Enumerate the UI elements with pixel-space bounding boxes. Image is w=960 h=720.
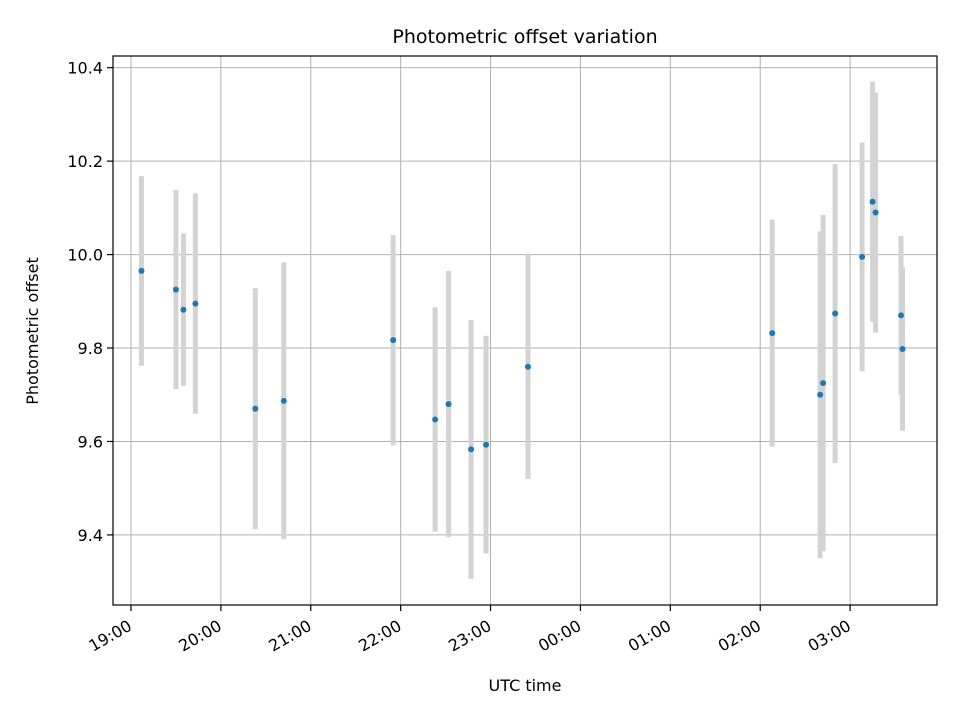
y-tick-label: 9.6 xyxy=(78,432,103,451)
data-point xyxy=(432,416,439,423)
data-point xyxy=(280,397,287,404)
data-point xyxy=(899,345,906,352)
y-tick-label: 10.0 xyxy=(67,246,103,265)
data-point xyxy=(872,209,879,216)
grid xyxy=(113,56,937,605)
data-point xyxy=(390,337,397,344)
y-tick-label: 9.8 xyxy=(78,339,103,358)
data-point xyxy=(898,312,905,319)
data-point xyxy=(192,300,199,307)
x-axis-label: UTC time xyxy=(489,676,562,695)
data-points xyxy=(138,198,906,453)
data-point xyxy=(483,441,490,448)
data-point xyxy=(252,405,259,412)
data-point xyxy=(820,380,827,387)
y-tick-label: 10.4 xyxy=(67,59,103,78)
chart-title: Photometric offset variation xyxy=(392,26,657,48)
plot-frame xyxy=(112,55,938,606)
data-point xyxy=(138,267,145,274)
y-tick-label: 10.2 xyxy=(67,152,103,171)
data-point xyxy=(832,310,839,317)
data-point xyxy=(869,198,876,205)
data-point xyxy=(180,306,187,313)
data-point xyxy=(445,401,452,408)
data-point xyxy=(859,253,866,260)
data-point xyxy=(524,363,531,370)
data-point xyxy=(769,330,776,337)
data-point xyxy=(817,391,824,398)
data-point xyxy=(468,446,475,453)
y-tick-label: 9.4 xyxy=(78,526,103,545)
y-axis-label: Photometric offset xyxy=(23,257,42,405)
data-point xyxy=(172,286,179,293)
